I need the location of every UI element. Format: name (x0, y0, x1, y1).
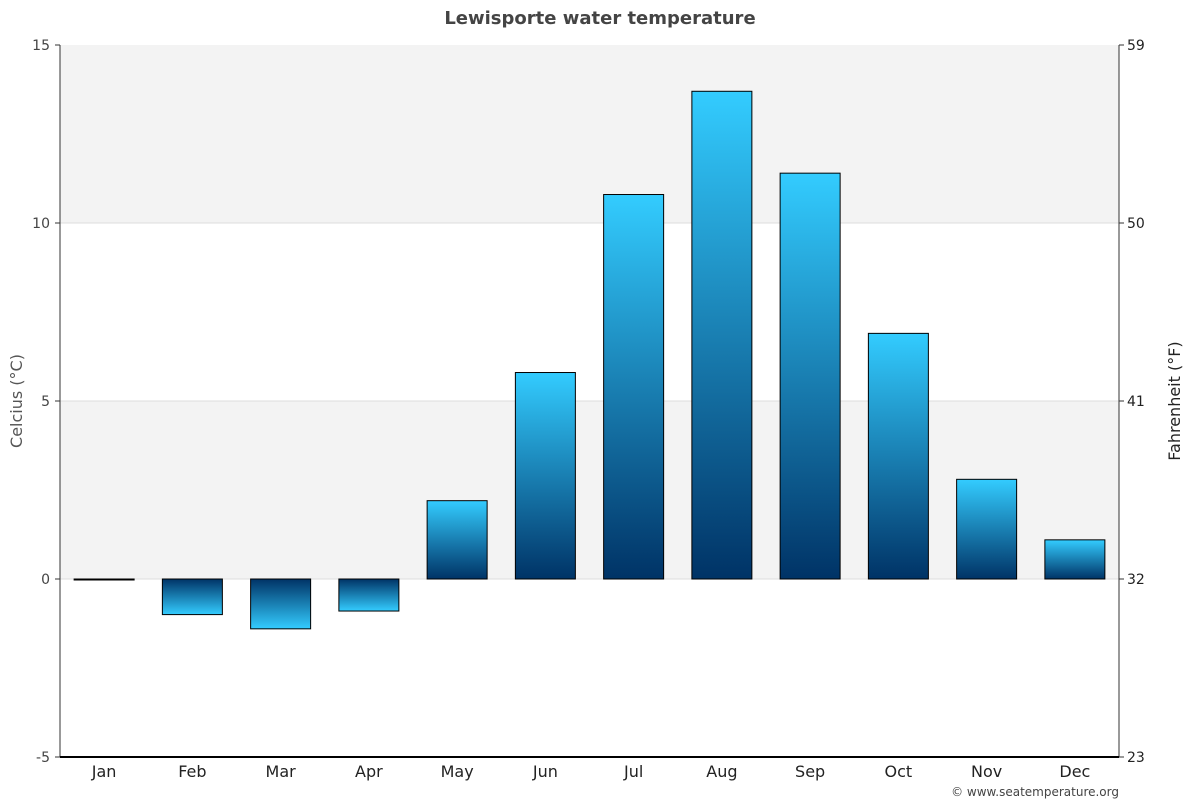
x-tick-label: Apr (355, 762, 383, 781)
tick-label-fahrenheit: 50 (1127, 216, 1145, 232)
bar-aug (691, 90, 753, 580)
bar-oct (867, 332, 929, 580)
y-axis-label-celsius: Celcius (°C) (7, 354, 26, 448)
tick-label-fahrenheit: 23 (1127, 750, 1145, 766)
tick-label-fahrenheit: 32 (1127, 572, 1145, 588)
x-tick-label: Jul (623, 762, 643, 781)
bar-may (426, 500, 488, 580)
tick-label-celsius: 0 (41, 572, 50, 588)
bar-nov (956, 478, 1018, 580)
background-bands (60, 45, 1119, 579)
tick-label-celsius: 10 (32, 216, 50, 232)
bar-dec (1044, 539, 1106, 580)
bar-feb (161, 578, 223, 616)
bar-jun (514, 372, 576, 580)
tick-label-celsius: -5 (36, 750, 50, 766)
x-tick-label: Feb (178, 762, 206, 781)
x-axis-ticks: Jan Feb Mar Apr May Jun Jul Aug Sep Oct Nov Dec (91, 762, 1091, 781)
tick-label-celsius: 5 (41, 394, 50, 410)
x-tick-label: May (441, 762, 474, 781)
credit-text: © www.seatemperature.org (951, 785, 1119, 799)
bar-apr (338, 578, 400, 612)
bar-mar (250, 578, 312, 630)
chart-title: Lewisporte water temperature (444, 8, 755, 29)
tick-label-fahrenheit: 41 (1127, 394, 1145, 410)
y-axis-ticks-celsius: 15 10 5 0 -5 (32, 38, 60, 766)
tick-label-celsius: 15 (32, 38, 50, 54)
x-tick-label: Oct (885, 762, 913, 781)
bar-series (73, 90, 1106, 630)
x-tick-label: Jan (91, 762, 117, 781)
y-axis-label-fahrenheit: Fahrenheit (°F) (1165, 341, 1184, 460)
x-tick-label: Mar (266, 762, 297, 781)
bar-jan (73, 578, 135, 581)
y-axis-ticks-fahrenheit: 59 50 41 32 23 (1119, 38, 1145, 766)
x-tick-label: Nov (971, 762, 1002, 781)
background-band (60, 401, 1119, 579)
x-tick-label: Aug (706, 762, 737, 781)
bar-jul (603, 194, 665, 580)
gridlines (60, 222, 1119, 580)
bar-sep (779, 172, 841, 580)
x-tick-label: Jun (532, 762, 558, 781)
background-band (60, 45, 1119, 223)
x-tick-label: Sep (795, 762, 825, 781)
x-tick-label: Dec (1059, 762, 1090, 781)
tick-label-fahrenheit: 59 (1127, 38, 1145, 54)
